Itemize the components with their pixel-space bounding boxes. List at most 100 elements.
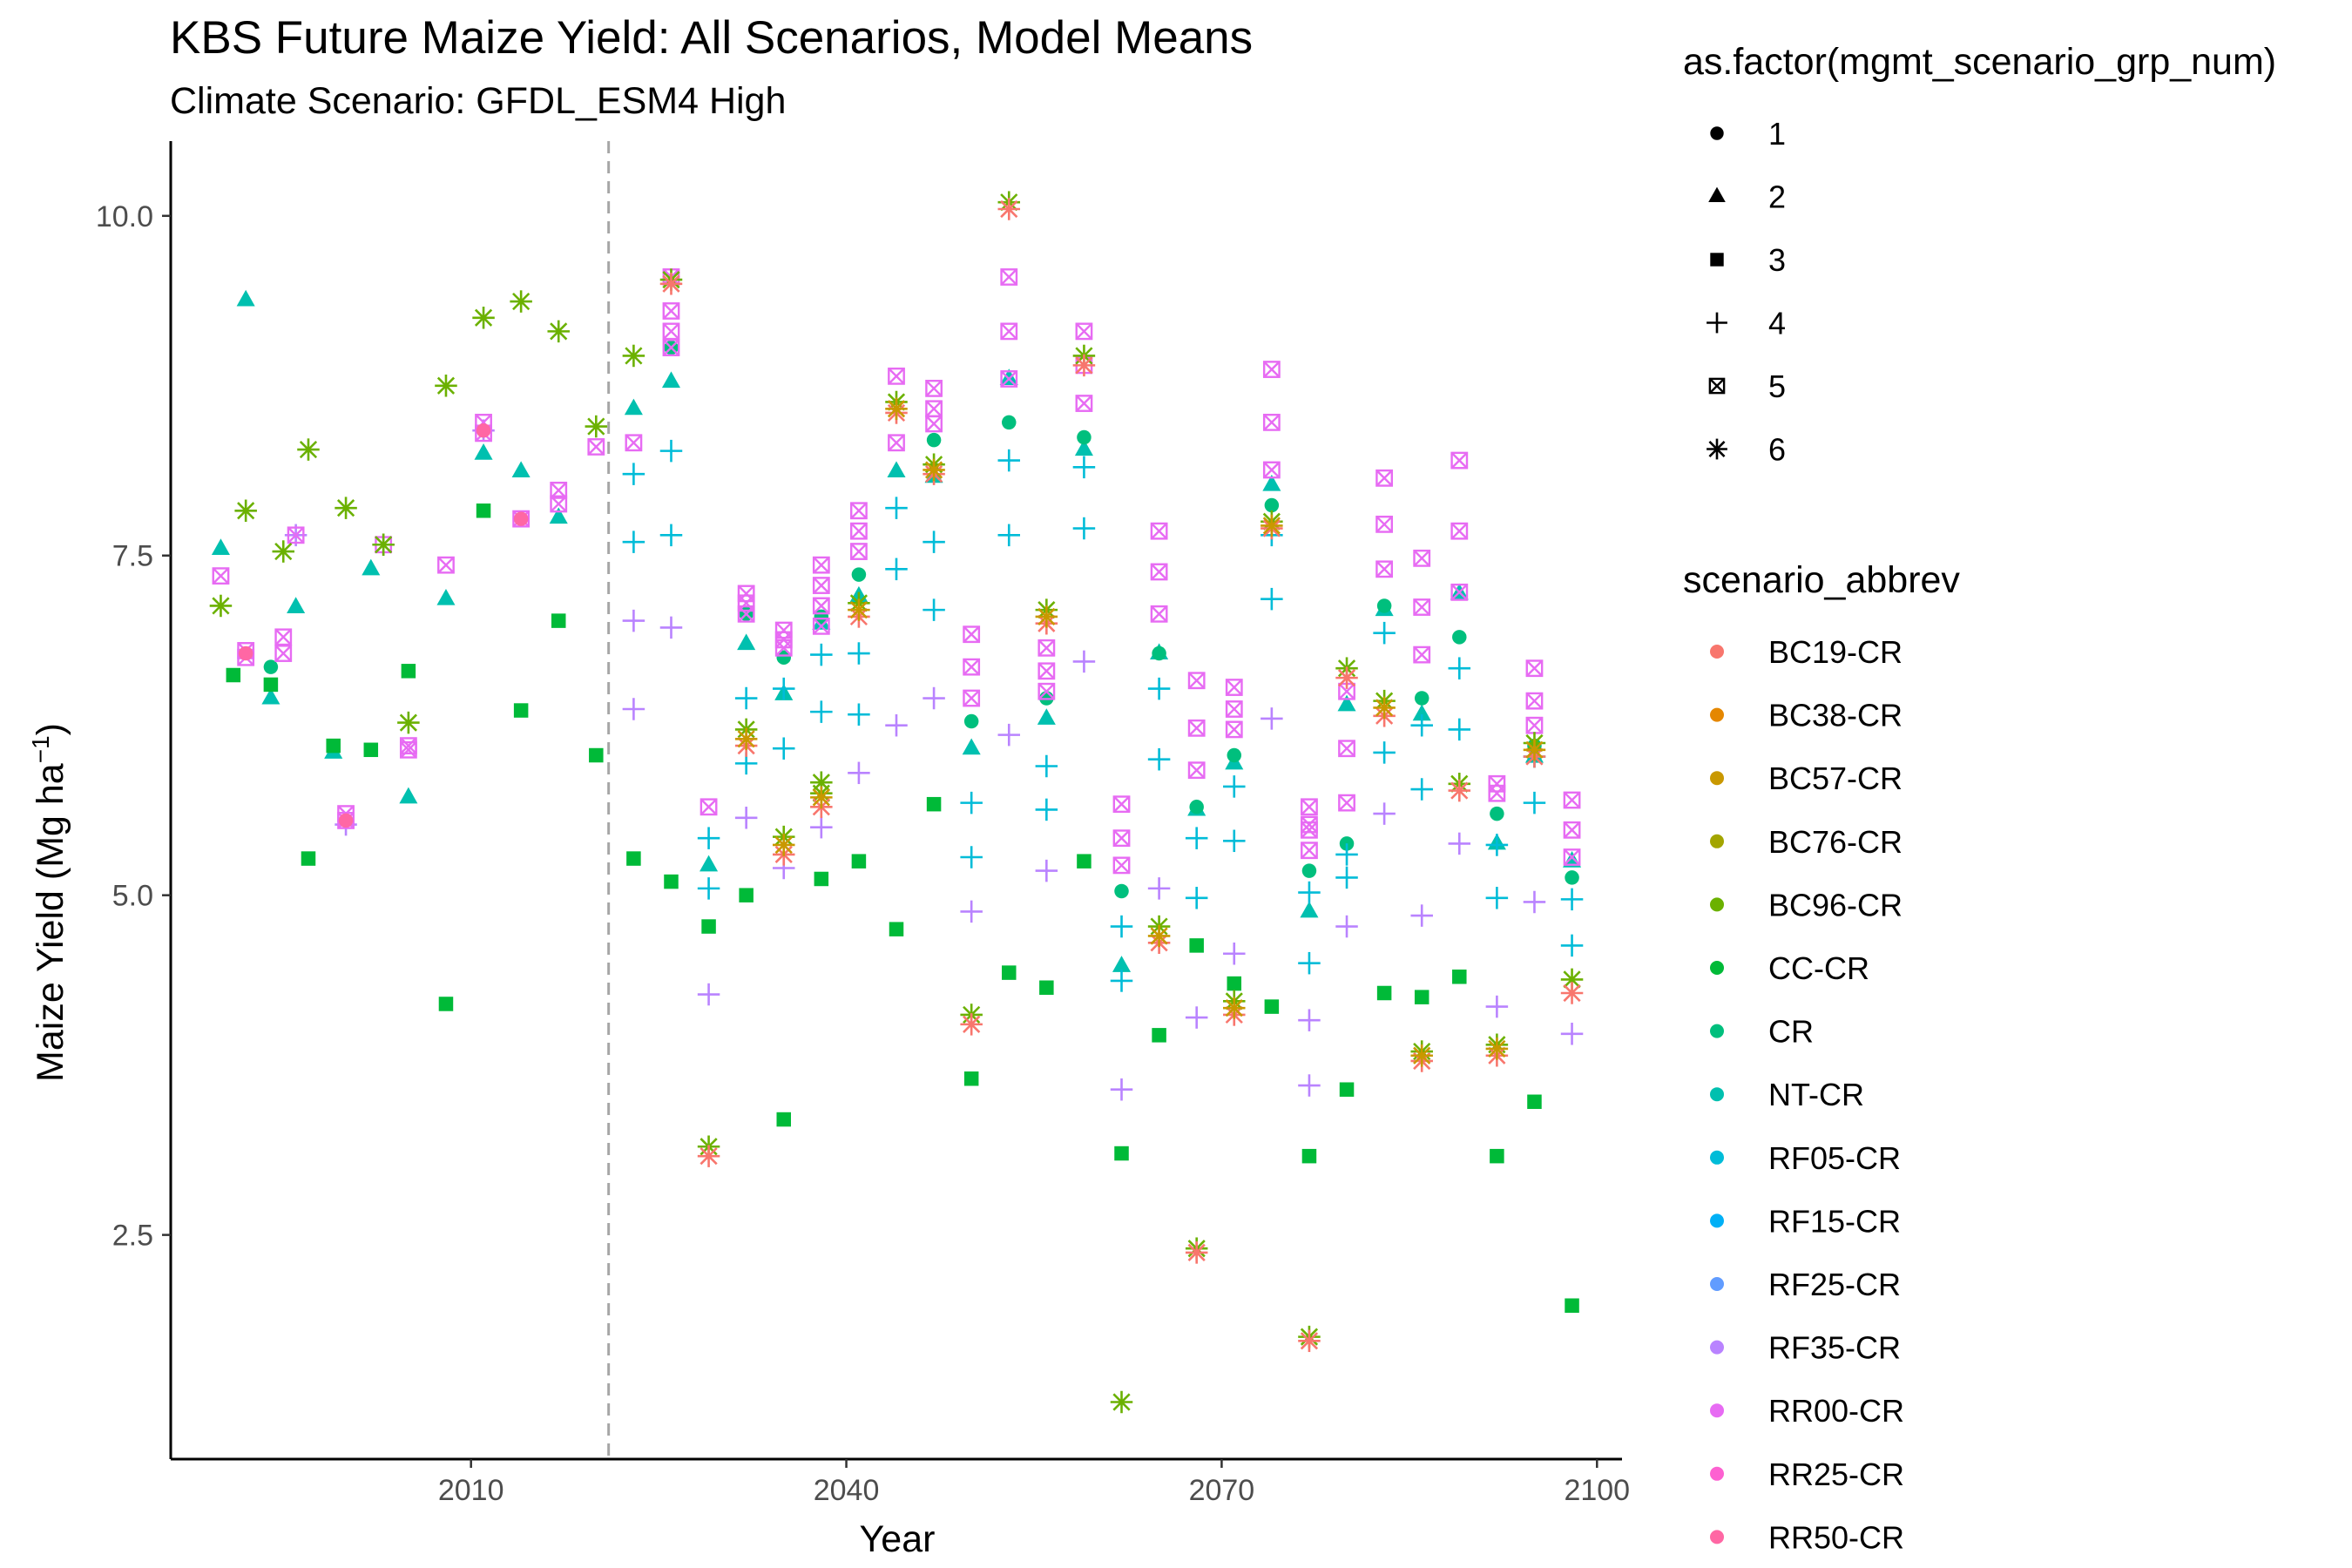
data-point: [297, 438, 320, 461]
color-legend-key: [1710, 1087, 1724, 1102]
data-point: [436, 588, 456, 605]
color-legend-key: [1710, 1213, 1724, 1228]
data-point: [1112, 829, 1131, 848]
data-point: [263, 677, 279, 693]
data-point: [1298, 1074, 1321, 1097]
data-point: [624, 398, 643, 416]
data-point: [697, 877, 720, 900]
color-legend-item-bc96-cr: BC96-CR: [1710, 887, 1903, 923]
data-point: [212, 567, 230, 585]
data-point: [363, 742, 379, 758]
data-point: [700, 798, 718, 816]
data-point: [659, 524, 683, 547]
data-point: [474, 443, 493, 460]
data-point: [885, 713, 908, 737]
data-point: [1077, 854, 1092, 868]
data-point: [1490, 1148, 1504, 1164]
data-point: [1338, 794, 1355, 812]
data-point: [211, 538, 230, 555]
data-point: [960, 1013, 983, 1036]
data-point: [261, 687, 280, 705]
data-point: [1223, 997, 1246, 1019]
data-point: [1485, 887, 1509, 909]
data-point: [1002, 965, 1017, 980]
data-point: [274, 628, 293, 646]
data-point: [1035, 754, 1058, 778]
data-point: [1563, 848, 1581, 866]
data-point: [510, 290, 532, 313]
data-point: [812, 597, 830, 615]
data-point: [1189, 938, 1204, 953]
data-point: [701, 919, 716, 934]
data-point: [1525, 716, 1544, 734]
data-point: [1298, 1329, 1321, 1353]
data-point: [1301, 815, 1318, 834]
data-point: [772, 834, 795, 856]
color-legend-item-rf05-cr: RF05-CR: [1710, 1140, 1901, 1176]
data-point: [476, 422, 491, 438]
data-point: [1075, 322, 1093, 341]
data-point: [274, 645, 293, 662]
data-point: [925, 415, 943, 433]
data-point: [1373, 741, 1396, 764]
data-point: [1227, 747, 1242, 763]
data-point: [1410, 778, 1433, 801]
data-point: [659, 616, 683, 639]
data-point: [1114, 883, 1129, 899]
shape-legend-label: 5: [1768, 368, 1786, 404]
color-legend-label: CC-CR: [1768, 950, 1869, 986]
data-point: [1262, 461, 1281, 479]
data-point: [1448, 718, 1471, 741]
data-point: [238, 645, 253, 661]
data-point: [1260, 587, 1283, 611]
x-tick-label: 2100: [1564, 1474, 1630, 1507]
data-point: [1563, 821, 1581, 839]
data-point: [1035, 605, 1058, 628]
data-point: [963, 1071, 979, 1086]
data-point: [1264, 497, 1280, 513]
data-point: [697, 1145, 720, 1167]
data-point: [1077, 429, 1092, 445]
data-point: [997, 524, 1021, 547]
data-point: [1072, 517, 1096, 540]
series-bc19-cr-asterisk: [659, 198, 1584, 1353]
data-point: [776, 1112, 791, 1127]
data-point: [625, 434, 643, 452]
data-point: [850, 502, 868, 520]
data-point: [774, 639, 793, 657]
color-legend-item-cc-cr: CC-CR: [1710, 950, 1869, 986]
data-point: [1413, 645, 1431, 664]
y-tick-label: 7.5: [112, 540, 153, 573]
color-legend-item-nt-cr: NT-CR: [1710, 1077, 1864, 1112]
data-point: [1335, 866, 1358, 889]
data-point: [1147, 677, 1171, 700]
data-point: [1227, 976, 1242, 991]
data-point: [963, 658, 981, 676]
data-point: [810, 786, 833, 809]
data-point: [476, 504, 491, 518]
shape-legend-key-plus: [1707, 312, 1727, 334]
data-point: [326, 738, 341, 754]
shape-legend-key-triangle: [1708, 186, 1726, 203]
data-point: [1298, 1009, 1321, 1031]
data-point: [962, 738, 981, 755]
data-point: [1110, 1078, 1133, 1101]
data-point: [810, 700, 833, 723]
data-point: [301, 851, 316, 866]
data-point: [1147, 924, 1171, 948]
data-point: [1072, 456, 1096, 479]
data-point: [1072, 650, 1096, 673]
data-point: [1002, 415, 1017, 430]
shape-legend-key-square: [1710, 253, 1724, 267]
data-point: [236, 289, 255, 307]
data-point: [812, 556, 830, 574]
data-point: [1298, 951, 1321, 975]
data-point: [885, 497, 908, 519]
data-point: [851, 567, 867, 582]
data-point: [513, 703, 529, 718]
data-point: [1337, 694, 1356, 712]
shape-legend-label: 6: [1768, 432, 1786, 468]
shape-legend-title: as.factor(mgmt_scenario_grp_num): [1683, 41, 2276, 83]
data-point: [963, 625, 981, 644]
shape-legend-item-4: 4: [1707, 306, 1786, 341]
